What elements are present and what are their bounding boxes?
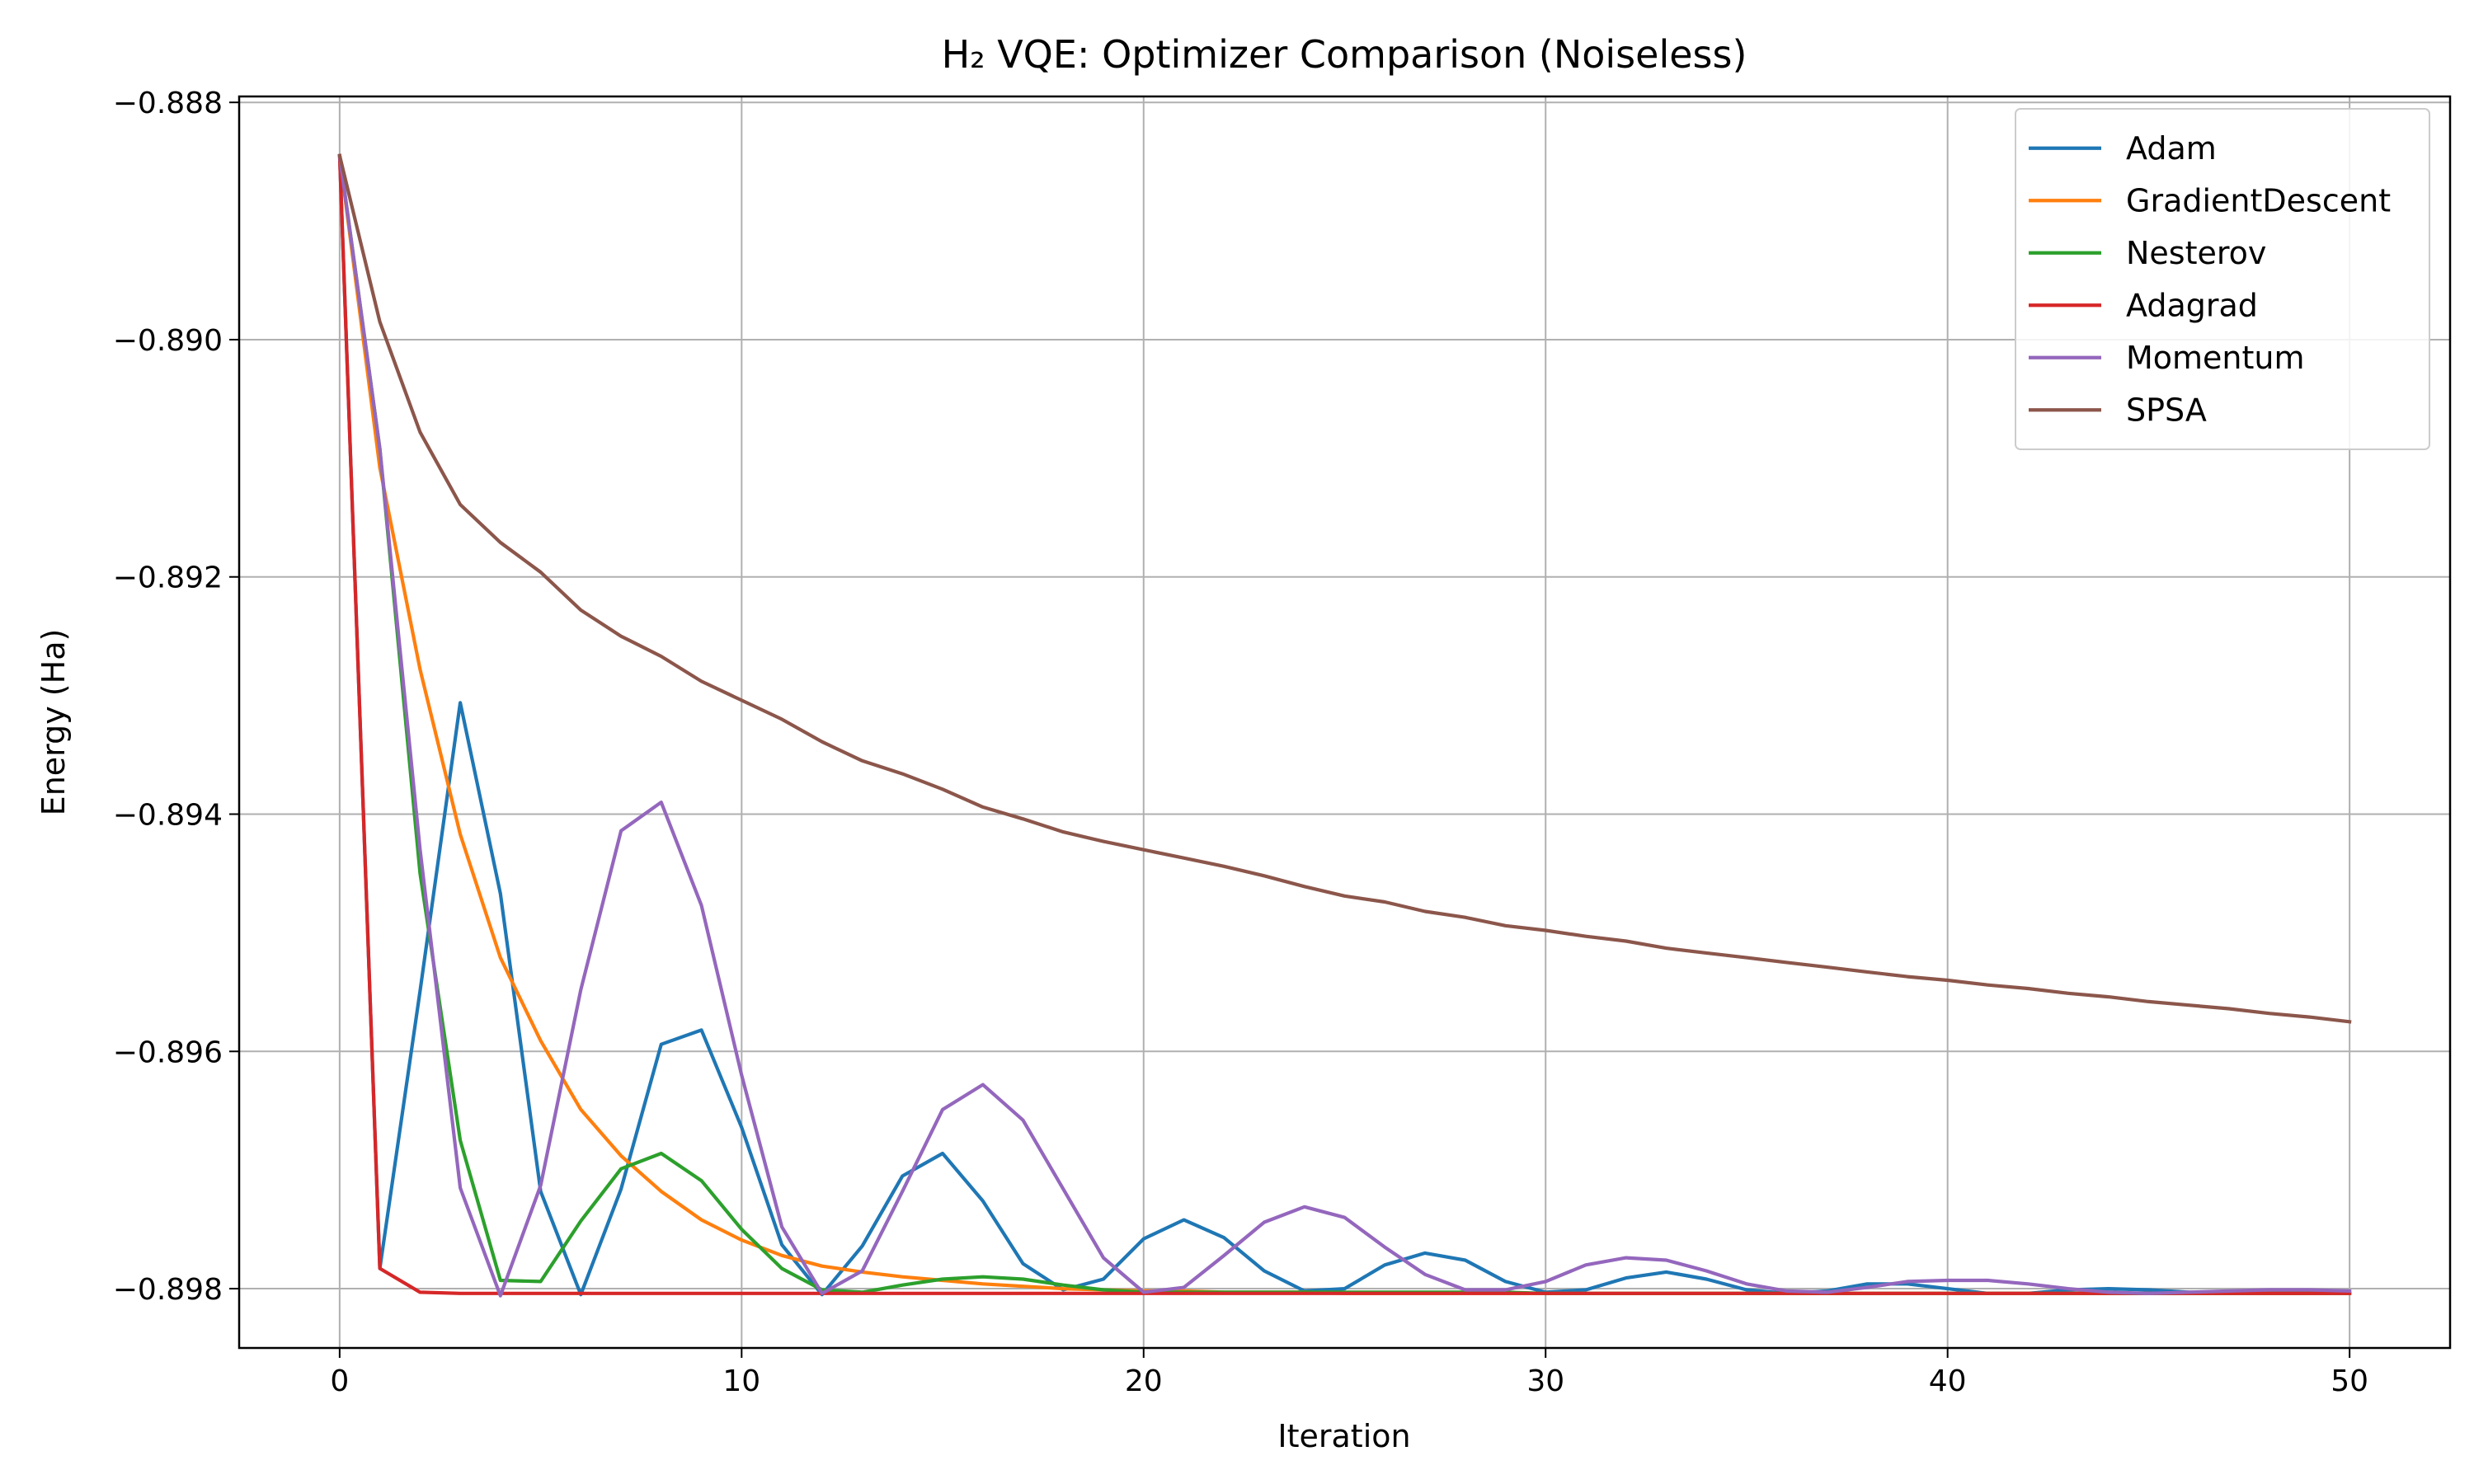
legend-label: Adagrad [2126,287,2258,323]
x-tick-label: 40 [1929,1364,1967,1398]
legend: Adam GradientDescent Nesterov Adagrad Moment… [2015,108,2430,450]
y-tick-label: −0.896 [113,1036,223,1069]
plot-frame [238,95,2452,1350]
y-tick-label: −0.890 [113,324,223,358]
legend-label: Nesterov [2126,235,2266,271]
y-tick-label: −0.892 [113,561,223,595]
y-tick-label: −0.894 [113,799,223,833]
legend-label: SPSA [2126,392,2207,428]
series-line-spsa [337,153,2352,1024]
legend-label: Adam [2126,130,2217,167]
y-axis-label: Energy (Ha) [35,629,72,816]
series-lines [337,153,2352,1298]
legend-label: GradientDescent [2126,182,2391,218]
x-tick-label: 30 [1526,1364,1564,1398]
y-tick-label: −0.888 [113,87,223,120]
axis-ticks: 0 10 20 30 40 50 −0.888 −0.890 −0.892 −0.894 −0.89… [113,87,2368,1398]
series-line-momentum [337,153,2352,1298]
x-tick-label: 10 [722,1364,760,1398]
x-tick-label: 50 [2331,1364,2368,1398]
chart-title: H₂ VQE: Optimizer Comparison (Noiseless) [942,32,1747,77]
grid-lines [239,96,2450,1348]
x-axis-label: Iteration [1277,1418,1410,1454]
legend-label: Momentum [2126,340,2305,376]
x-tick-label: 0 [330,1364,349,1398]
legend-box [2015,108,2430,450]
series-line-adagrad [337,153,2352,1295]
y-tick-label: −0.898 [113,1273,223,1307]
x-tick-label: 20 [1125,1364,1163,1398]
